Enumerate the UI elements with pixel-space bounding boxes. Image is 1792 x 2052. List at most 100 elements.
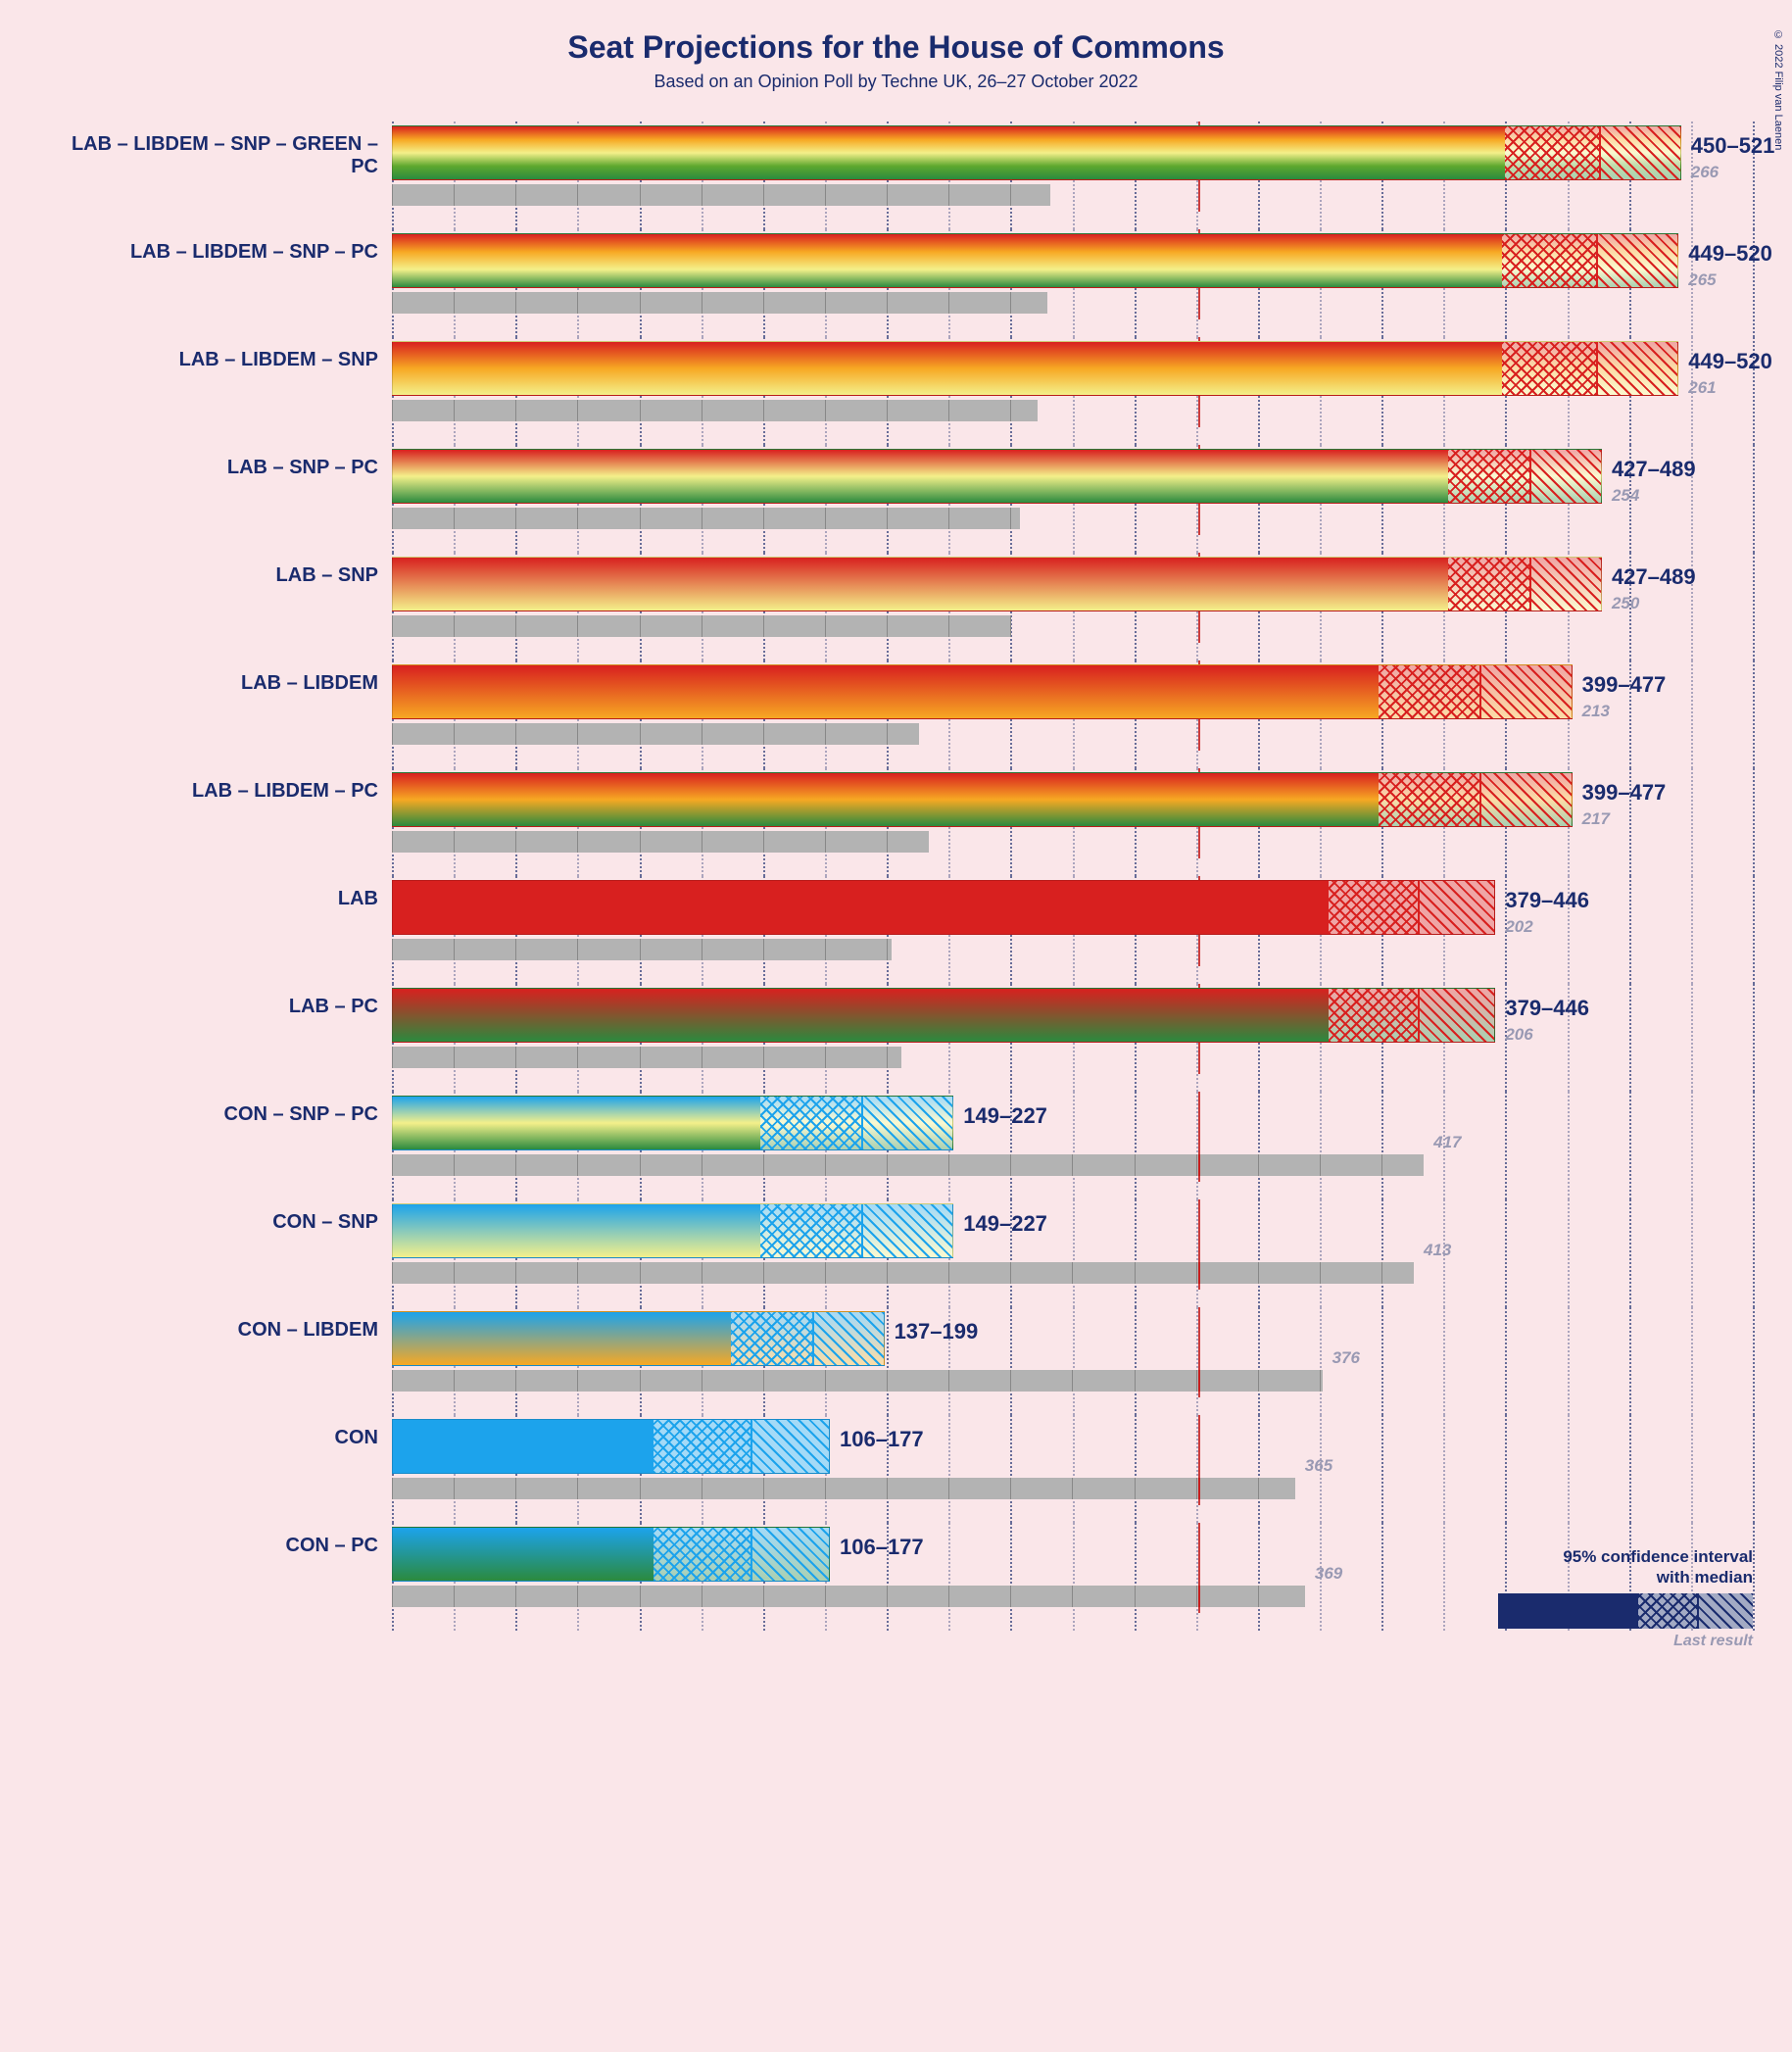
ci-lower-hatch xyxy=(654,1528,750,1581)
row-label: LAB – LIBDEM – SNP xyxy=(39,337,392,371)
ci-lower-hatch xyxy=(760,1097,861,1149)
bar-area: 449–520265 xyxy=(392,229,1753,337)
last-result-value: 365 xyxy=(1305,1456,1332,1476)
last-result-value: 254 xyxy=(1612,486,1639,506)
row-label: LAB – LIBDEM – PC xyxy=(39,768,392,803)
ci-lower-hatch xyxy=(654,1420,750,1473)
median-line xyxy=(1599,126,1601,179)
bar-area: 137–199376 xyxy=(392,1307,1753,1415)
ci-upper-hatch xyxy=(1418,881,1494,934)
row-label: LAB xyxy=(39,876,392,910)
ci-lower-hatch xyxy=(731,1312,812,1365)
range-value: 137–199 xyxy=(895,1319,979,1344)
bar-area: 379–446206 xyxy=(392,984,1753,1092)
median-line xyxy=(861,1097,863,1149)
ci-lower-hatch xyxy=(1502,342,1596,395)
bar-area: 106–177365 xyxy=(392,1415,1753,1523)
last-result-value: 417 xyxy=(1433,1133,1461,1152)
median-line xyxy=(1596,234,1598,287)
projection-bar xyxy=(392,1096,953,1150)
row-label: CON – SNP xyxy=(39,1199,392,1234)
ci-upper-hatch xyxy=(861,1097,952,1149)
last-result-bar xyxy=(392,831,929,853)
range-value: 427–489 xyxy=(1612,457,1696,482)
last-result-value: 213 xyxy=(1582,702,1610,721)
chart-row: LAB – LIBDEM – SNP449–520261 xyxy=(39,337,1753,445)
last-result-value: 206 xyxy=(1505,1025,1532,1045)
range-value: 399–477 xyxy=(1582,672,1667,698)
bar-area: 449–520261 xyxy=(392,337,1753,445)
ci-upper-hatch xyxy=(1479,665,1571,718)
seat-projection-chart: LAB – LIBDEM – SNP – GREEN – PC450–52126… xyxy=(39,122,1753,1631)
row-label: CON xyxy=(39,1415,392,1449)
bar-area: 427–489 254 xyxy=(392,445,1753,553)
legend-ci-upper xyxy=(1697,1593,1753,1629)
ci-lower-hatch xyxy=(1502,234,1596,287)
chart-row: CON106–177365 xyxy=(39,1415,1753,1523)
last-result-bar xyxy=(392,1047,901,1068)
chart-row: LAB – LIBDEM – SNP – PC449–520265 xyxy=(39,229,1753,337)
ci-lower-hatch xyxy=(1329,881,1418,934)
row-label: LAB – LIBDEM – SNP – GREEN – PC xyxy=(39,122,392,178)
last-result-value: 369 xyxy=(1315,1564,1342,1584)
bar-area: 399–477 213 xyxy=(392,660,1753,768)
last-result-bar xyxy=(392,1154,1424,1176)
bar-area: 149–227 417 xyxy=(392,1092,1753,1199)
projection-bar xyxy=(392,557,1602,611)
chart-title: Seat Projections for the House of Common… xyxy=(39,29,1753,66)
ci-lower-hatch xyxy=(760,1204,861,1257)
range-value: 106–177 xyxy=(840,1535,924,1560)
median-line xyxy=(861,1204,863,1257)
ci-upper-hatch xyxy=(1479,773,1571,826)
chart-row: LAB – LIBDEM 399–477 213 xyxy=(39,660,1753,768)
chart-row: LAB – LIBDEM – SNP – GREEN – PC450–52126… xyxy=(39,122,1753,229)
last-result-bar xyxy=(392,1370,1323,1392)
range-value: 379–446 xyxy=(1505,888,1589,913)
bar-area: 450–521266 xyxy=(392,122,1753,229)
bar-area: 379–446 202 xyxy=(392,876,1753,984)
row-label: LAB – SNP xyxy=(39,553,392,587)
projection-bar xyxy=(392,880,1495,935)
chart-row: LAB – SNP427–489250 xyxy=(39,553,1753,660)
bar-area: 149–227413 xyxy=(392,1199,1753,1307)
chart-row: CON – PC106–177369 xyxy=(39,1523,1753,1631)
projection-bar xyxy=(392,1419,830,1474)
projection-bar xyxy=(392,772,1573,827)
row-label: LAB – LIBDEM xyxy=(39,660,392,695)
ci-upper-hatch xyxy=(1599,126,1680,179)
ci-upper-hatch xyxy=(1529,450,1601,503)
last-result-value: 202 xyxy=(1505,917,1532,937)
last-result-value: 413 xyxy=(1424,1241,1451,1260)
last-result-value: 266 xyxy=(1691,163,1719,182)
ci-lower-hatch xyxy=(1505,126,1599,179)
legend-bar xyxy=(1498,1593,1753,1629)
projection-bar xyxy=(392,1527,830,1582)
ci-lower-hatch xyxy=(1379,773,1479,826)
legend-line2: with median xyxy=(1657,1568,1753,1587)
range-value: 449–520 xyxy=(1688,241,1772,267)
chart-row: CON – SNP – PC149–227417 xyxy=(39,1092,1753,1199)
copyright-text: © 2022 Filip van Laenen xyxy=(1772,29,1784,150)
projection-bar xyxy=(392,125,1681,180)
last-result-bar xyxy=(392,723,919,745)
chart-row: CON – LIBDEM137–199376 xyxy=(39,1307,1753,1415)
median-line xyxy=(1418,989,1420,1042)
projection-bar xyxy=(392,1203,953,1258)
chart-row: CON – SNP149–227413 xyxy=(39,1199,1753,1307)
bar-area: 399–477217 xyxy=(392,768,1753,876)
median-line xyxy=(1479,665,1481,718)
range-value: 149–227 xyxy=(963,1103,1047,1129)
ci-lower-hatch xyxy=(1379,665,1479,718)
ci-lower-hatch xyxy=(1448,558,1529,611)
last-result-value: 265 xyxy=(1688,270,1716,290)
projection-bar xyxy=(392,449,1602,504)
last-result-bar xyxy=(392,1586,1305,1607)
legend-line1: 95% confidence interval xyxy=(1563,1547,1753,1566)
chart-row: LAB – PC379–446206 xyxy=(39,984,1753,1092)
median-line xyxy=(1479,773,1481,826)
last-result-value: 217 xyxy=(1582,809,1610,829)
last-result-bar xyxy=(392,184,1050,206)
last-result-value: 261 xyxy=(1688,378,1716,398)
row-label: CON – LIBDEM xyxy=(39,1307,392,1342)
legend-ci-lower xyxy=(1638,1593,1697,1629)
